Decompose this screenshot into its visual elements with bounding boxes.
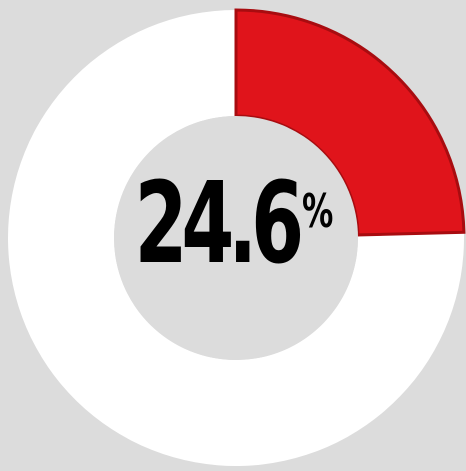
center-value-unit: % xyxy=(302,184,334,238)
center-value-label: 24.6% xyxy=(76,168,393,280)
center-value-number: 24.6 xyxy=(134,159,305,289)
donut-hole xyxy=(114,116,358,360)
donut-slice-remainder xyxy=(8,10,465,466)
